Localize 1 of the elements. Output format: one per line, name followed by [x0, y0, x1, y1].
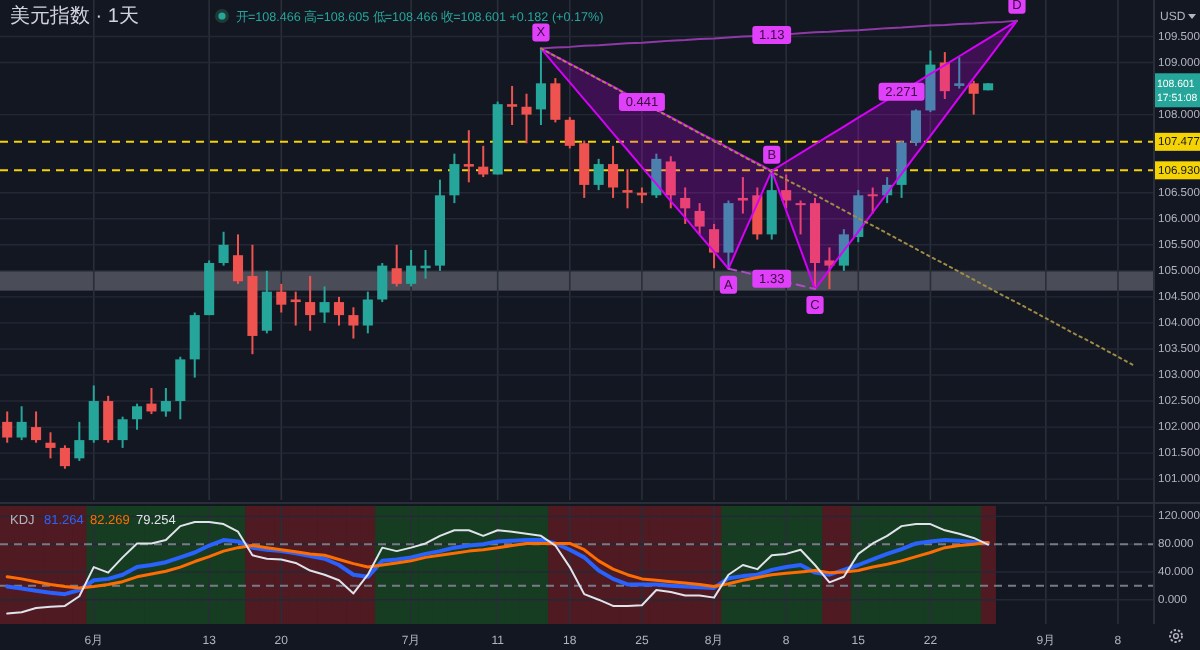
- chart-title: 美元指数 · 1天: [10, 4, 139, 28]
